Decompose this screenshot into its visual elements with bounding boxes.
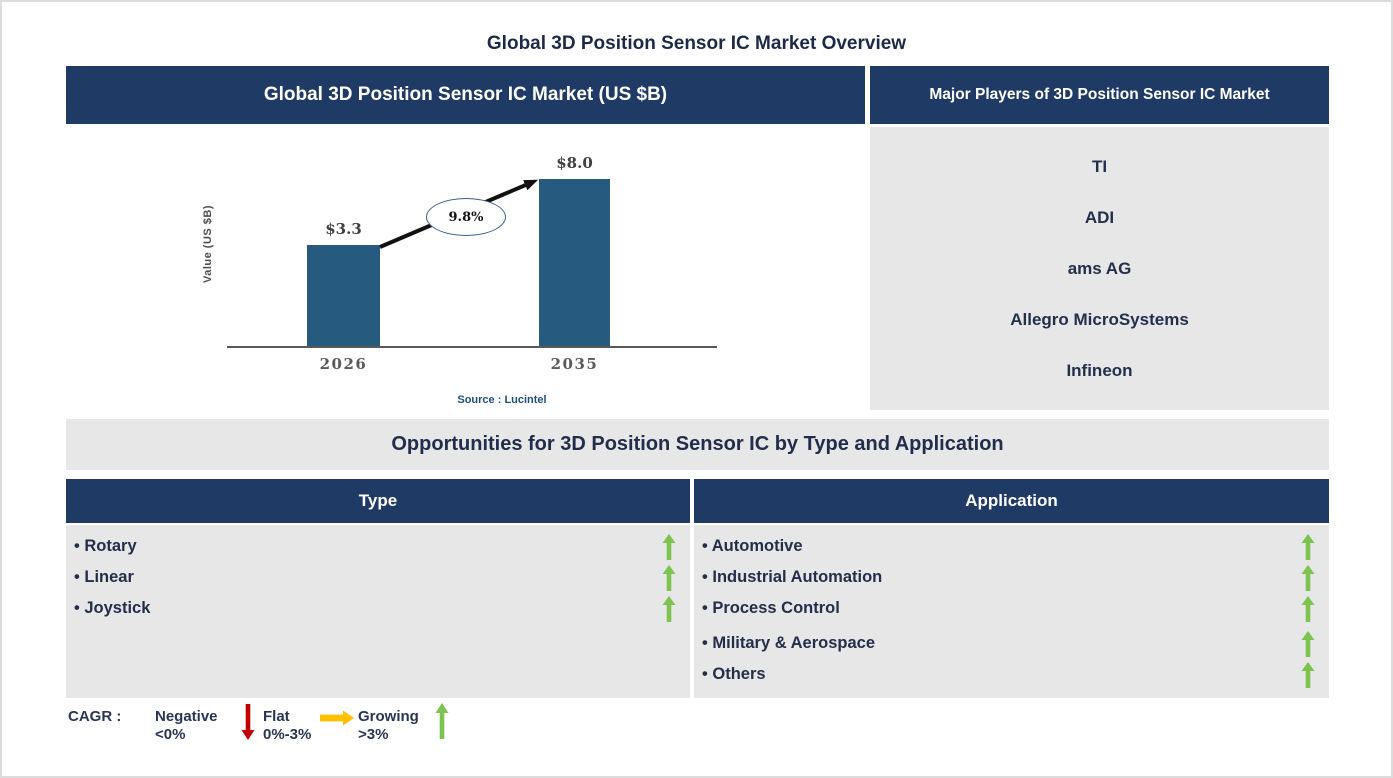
player-item: TI <box>1091 156 1108 176</box>
type-column-list: Rotary Linear Joystick <box>66 525 690 698</box>
legend-entry-range: <0% <box>155 726 186 743</box>
player-item: Allegro MicroSystems <box>1010 309 1189 329</box>
type-item-label: Joystick <box>74 599 150 618</box>
application-column-list: Automotive Industrial Automation Process… <box>694 525 1329 698</box>
flat-right-arrow-icon <box>320 710 354 726</box>
players-list: TI ADI ams AG Allegro MicroSystems Infin… <box>870 127 1329 410</box>
players-panel-header: Major Players of 3D Position Sensor IC M… <box>870 66 1329 124</box>
growth-arrow-icon <box>379 179 539 249</box>
legend-entry-negative: Negative <0% <box>155 708 218 744</box>
type-item-label: Rotary <box>74 537 136 556</box>
cagr-legend-label: CAGR : <box>68 708 122 725</box>
market-bar-chart: Value (US $B) $3.3 $8.0 2026 2035 9.8% <box>66 124 865 417</box>
player-item: ADI <box>1084 207 1115 227</box>
application-item-label: Others <box>702 665 765 684</box>
growing-up-arrow-icon <box>662 533 676 560</box>
legend-entry-range: >3% <box>358 726 389 743</box>
legend-entry-name: Flat <box>263 708 290 725</box>
x-tick-2035: 2035 <box>550 355 599 373</box>
list-item: Linear <box>74 562 676 593</box>
cagr-legend: CAGR : Negative <0% Flat 0%-3% Growing >… <box>2 702 1391 758</box>
application-item-label: Industrial Automation <box>702 568 882 587</box>
legend-entry-name: Negative <box>155 708 218 725</box>
negative-down-arrow-icon <box>241 704 255 740</box>
x-tick-2026: 2026 <box>319 355 368 373</box>
list-item: Industrial Automation <box>702 562 1315 593</box>
growing-up-arrow-icon <box>662 595 676 622</box>
legend-entry-range: 0%-3% <box>263 726 312 743</box>
legend-entry-growing: Growing >3% <box>358 708 419 744</box>
market-panel-header: Global 3D Position Sensor IC Market (US … <box>66 66 865 124</box>
player-item: Infineon <box>1066 360 1133 380</box>
player-item: ams AG <box>1067 258 1132 278</box>
legend-entry-name: Growing <box>358 708 419 725</box>
growing-up-arrow-icon <box>1301 630 1315 657</box>
application-item-label: Process Control <box>702 599 839 618</box>
application-column-header: Application <box>694 479 1329 523</box>
bar-2026 <box>307 245 380 346</box>
growing-up-arrow-icon <box>1301 533 1315 560</box>
source-note: Source : Lucintel <box>457 394 547 406</box>
bar-2035 <box>539 179 610 346</box>
list-item: Others <box>702 659 1315 690</box>
growing-up-arrow-icon <box>435 703 449 739</box>
opportunities-banner: Opportunities for 3D Position Sensor IC … <box>66 419 1329 470</box>
list-item: Joystick <box>74 593 676 624</box>
growing-up-arrow-icon <box>662 564 676 591</box>
bar-value-2026: $3.3 <box>325 220 362 238</box>
type-column-header: Type <box>66 479 690 523</box>
growing-up-arrow-icon <box>1301 595 1315 622</box>
type-item-label: Linear <box>74 568 134 587</box>
list-item: Automotive <box>702 531 1315 562</box>
cagr-ellipse: 9.8% <box>426 198 506 236</box>
page-title: Global 3D Position Sensor IC Market Over… <box>486 33 907 54</box>
list-item: Process Control <box>702 593 1315 624</box>
list-item: Military & Aerospace <box>702 628 1315 659</box>
x-axis-line <box>227 346 717 348</box>
list-item: Rotary <box>74 531 676 562</box>
bar-value-2035: $8.0 <box>556 154 593 172</box>
legend-entry-flat: Flat 0%-3% <box>263 708 311 744</box>
application-item-label: Automotive <box>702 537 803 556</box>
growing-up-arrow-icon <box>1301 564 1315 591</box>
growing-up-arrow-icon <box>1301 661 1315 688</box>
application-item-label: Military & Aerospace <box>702 634 875 653</box>
